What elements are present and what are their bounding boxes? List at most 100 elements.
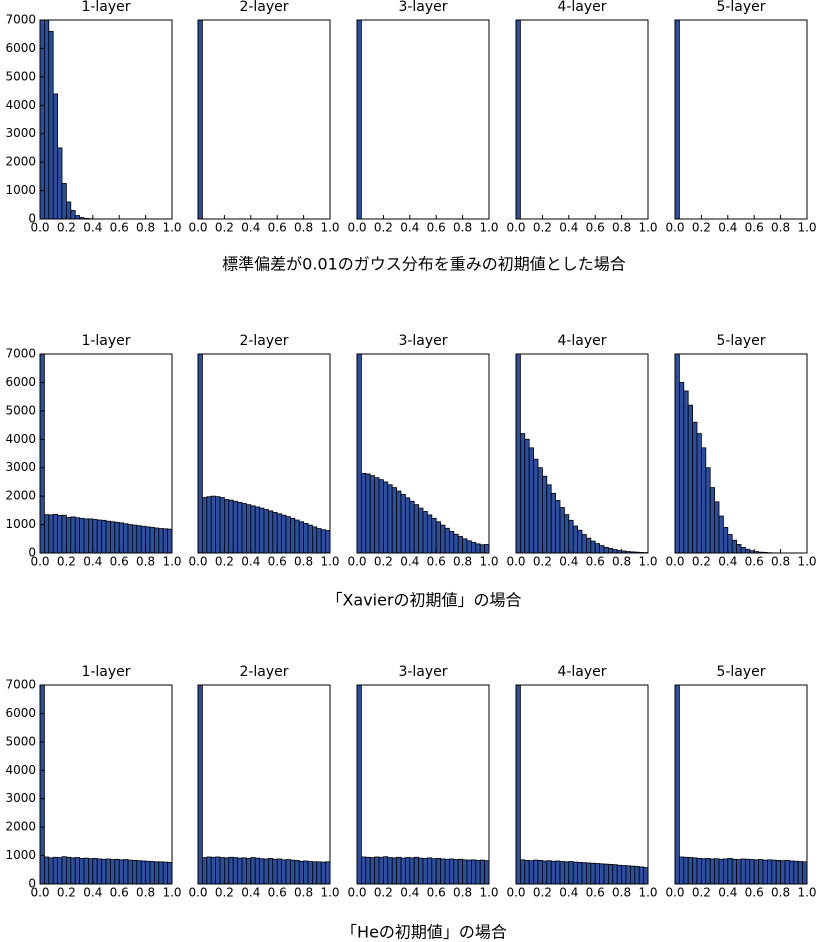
bar (198, 685, 203, 884)
bar (564, 514, 570, 553)
y-tick-label: 5000 (5, 403, 36, 417)
bar (638, 866, 645, 884)
axes-frame (197, 19, 331, 220)
bar (378, 856, 384, 884)
bar (105, 858, 111, 884)
bar (705, 467, 711, 553)
bar (154, 861, 160, 884)
bar (206, 856, 212, 884)
bar (448, 530, 455, 553)
x-tick-label: 0.4 (559, 221, 578, 235)
bar (731, 858, 738, 884)
bar (744, 548, 751, 553)
y-tick-label: 3000 (5, 460, 36, 474)
bar (263, 858, 269, 884)
bar (298, 860, 305, 884)
bar (105, 520, 111, 553)
bar (357, 354, 362, 553)
y-tick-label: 2000 (5, 820, 36, 834)
bar (246, 504, 252, 553)
bar (599, 863, 605, 884)
axes-frame (515, 353, 649, 554)
bar (797, 861, 804, 884)
bar (127, 859, 133, 884)
bar (471, 859, 477, 884)
bar (559, 507, 565, 553)
bar (267, 858, 274, 884)
bar (127, 524, 133, 553)
bar (285, 516, 291, 553)
bar (281, 514, 287, 553)
bar (568, 861, 574, 884)
bar (369, 857, 375, 884)
row-caption: 「Xavierの初期値」の場合 (326, 591, 521, 610)
bar (88, 858, 94, 884)
bar (585, 537, 592, 553)
bar (267, 510, 274, 553)
x-tick-label: 0.6 (268, 555, 287, 569)
x-tick-label: 1.0 (162, 886, 181, 900)
bar (418, 507, 424, 553)
bar (537, 860, 543, 884)
bar (40, 20, 45, 219)
bar (276, 513, 282, 553)
x-tick-label: 1.0 (797, 221, 816, 235)
bar (413, 504, 420, 553)
x-tick-label: 0.8 (453, 886, 472, 900)
plot (516, 354, 648, 553)
x-tick-label: 0.0 (665, 555, 684, 569)
subplot-title: 3-layer (398, 333, 447, 349)
bar (683, 390, 689, 553)
bar (123, 523, 129, 553)
bar (114, 521, 120, 553)
bar (198, 20, 203, 219)
bar (96, 519, 103, 553)
bar (701, 858, 707, 884)
bar (254, 506, 261, 553)
x-tick-label: 0.0 (347, 221, 366, 235)
bar (718, 858, 724, 884)
bar (167, 861, 172, 884)
x-tick-label: 0.6 (110, 555, 129, 569)
bar (519, 433, 526, 553)
bar (621, 865, 627, 884)
x-tick-label: 0.8 (612, 555, 631, 569)
bar (210, 856, 216, 884)
bar (802, 861, 807, 884)
bar (678, 856, 685, 884)
x-tick-label: 0.8 (612, 221, 631, 235)
x-tick-label: 0.2 (374, 886, 393, 900)
x-tick-label: 0.8 (771, 886, 790, 900)
x-tick-label: 0.2 (374, 221, 393, 235)
bar (758, 859, 764, 884)
y-tick-label: 3000 (5, 126, 36, 140)
bar (475, 860, 481, 884)
y-tick-label: 0 (28, 212, 36, 226)
bar (616, 864, 623, 884)
x-tick-label: 0.6 (745, 886, 764, 900)
bar (572, 861, 579, 884)
bar (484, 544, 489, 553)
axes-frame (197, 353, 331, 554)
bar (250, 505, 256, 553)
x-tick-label: 0.0 (188, 555, 207, 569)
y-tick-label: 5000 (5, 69, 36, 83)
bar (550, 492, 557, 553)
axes-frame (356, 19, 490, 220)
bar (462, 859, 468, 884)
bar (52, 513, 58, 553)
x-tick-label: 0.6 (745, 555, 764, 569)
bar (136, 860, 142, 884)
bar (357, 685, 362, 884)
bar (140, 525, 147, 553)
bar (83, 857, 89, 884)
bar (780, 860, 786, 884)
bar (594, 543, 600, 553)
bar (435, 521, 441, 553)
x-tick-label: 0.4 (83, 221, 102, 235)
bar (683, 856, 689, 884)
bar (136, 525, 142, 553)
bar (79, 858, 85, 884)
x-tick-label: 0.0 (188, 221, 207, 235)
